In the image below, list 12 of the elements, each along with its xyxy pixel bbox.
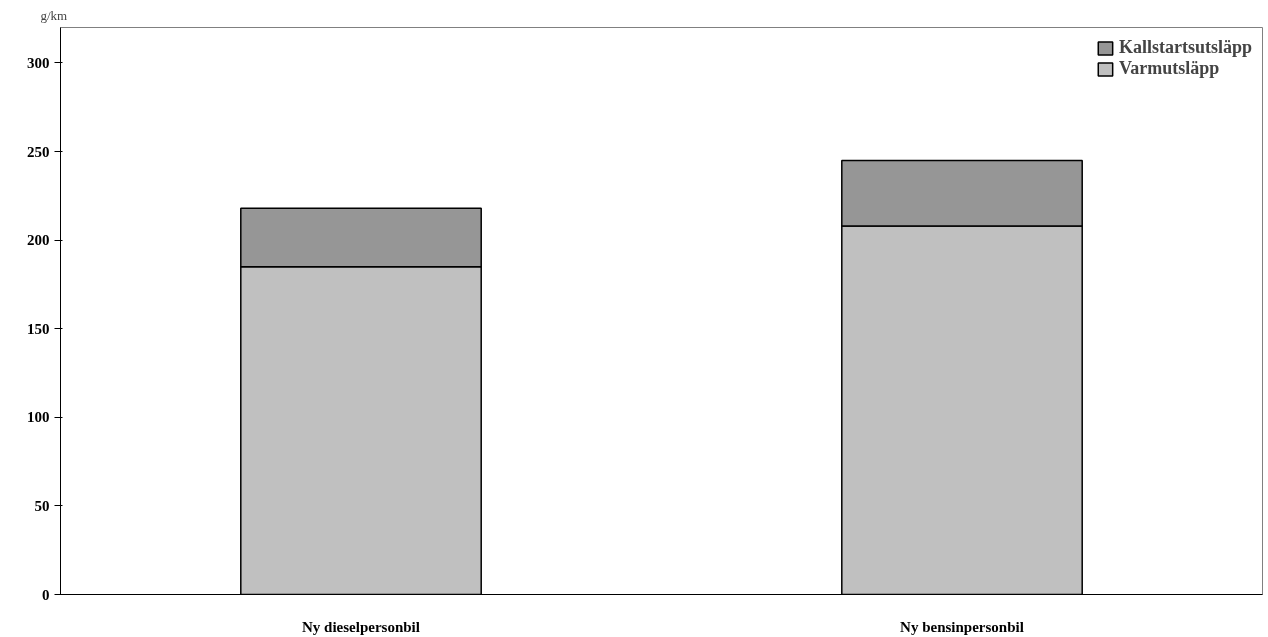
y-tick-label: 300 (27, 54, 50, 71)
y-tick-label: 50 (34, 497, 50, 514)
x-tick-label: Ny bensinpersonbil (900, 618, 1024, 635)
y-tick-label: 0 (42, 586, 50, 603)
y-axis-title: g/km (40, 7, 68, 23)
y-tick-label: 200 (27, 232, 50, 249)
y-tick-label: 150 (27, 320, 50, 337)
legend-label: Varmutsläpp (1118, 58, 1220, 79)
x-tick-label: Ny dieselpersonbil (302, 618, 420, 635)
y-tick-label: 100 (27, 409, 50, 426)
legend-label: Kallstartsutsläpp (1118, 37, 1252, 58)
y-tick-label: 250 (27, 143, 50, 160)
